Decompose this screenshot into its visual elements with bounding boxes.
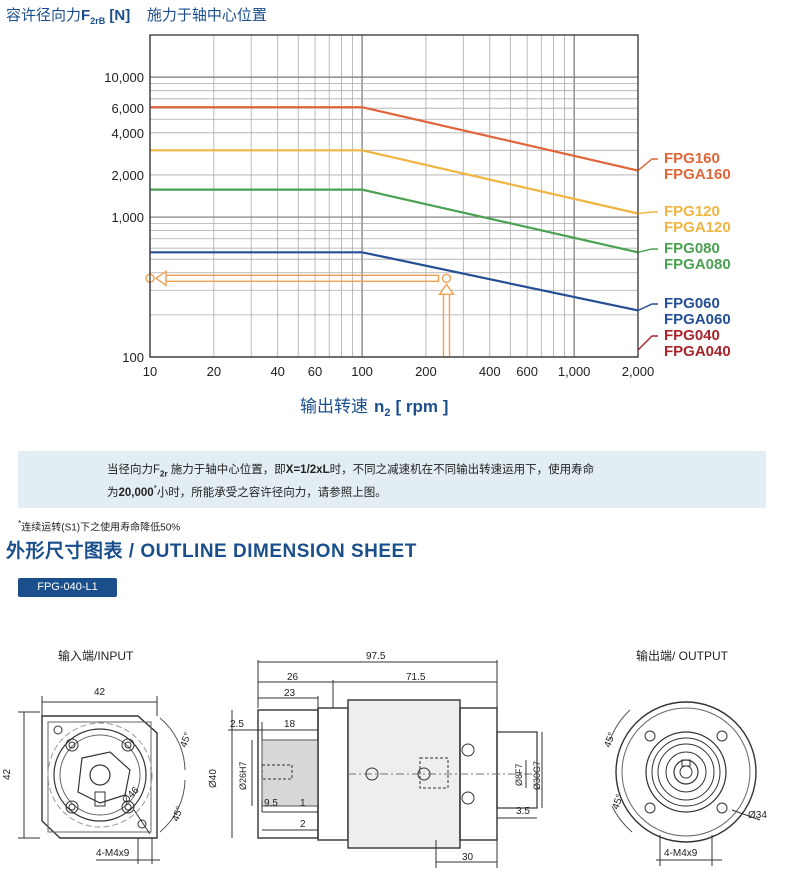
- arrow-head-up: [438, 283, 455, 296]
- dim-input-d46: Ø46: [120, 785, 141, 806]
- dim-output-45-a: 45°: [602, 731, 618, 749]
- x-tick-label: 2,000: [622, 364, 655, 379]
- dim-30: 30: [462, 852, 474, 863]
- arrow-point: [441, 273, 452, 284]
- dim-26: 26: [287, 672, 299, 683]
- arrow-shaft-left: [163, 274, 440, 283]
- y-tick-label: 2,000: [111, 168, 144, 183]
- chart-series: [150, 106, 639, 312]
- series-label-fpga080: FPGA080: [664, 256, 731, 273]
- y-tick-label: 4,000: [111, 126, 144, 141]
- series-line-fpg080: [150, 188, 639, 254]
- arrow-shaft-up: [442, 291, 451, 358]
- dim-d26h7: Ø26H7: [238, 761, 248, 790]
- note-box: [18, 451, 766, 508]
- dim-97-5: 97.5: [366, 651, 386, 662]
- series-label-fpg040: FPG040: [664, 327, 720, 344]
- x-tick-label: 100: [351, 364, 373, 379]
- dim-output-m4: 4-M4x9: [664, 848, 698, 859]
- section-title: 外形尺寸图表 / OUTLINE DIMENSION SHEET: [6, 541, 417, 562]
- x-tick-labels: 10 20 40 60 100 200 400 600 1,000 2,000: [143, 364, 655, 379]
- chart-title-symbol: F: [81, 7, 91, 24]
- y-tick-labels: 100 1,000 2,000 4,000 6,000 10,000: [104, 70, 144, 365]
- dim-output-d34: Ø34: [748, 810, 767, 821]
- series-label-fpga040: FPGA040: [664, 343, 731, 360]
- dim-d40: Ø40: [208, 769, 219, 788]
- output-view: [609, 701, 761, 866]
- chart-title-unit: [N]: [109, 7, 131, 24]
- series-label-fpg060: FPG060: [664, 295, 720, 312]
- dim-71-5: 71.5: [406, 672, 426, 683]
- output-view-label: 输出端/ OUTPUT: [636, 649, 728, 663]
- x-tick-label: 60: [308, 364, 322, 379]
- x-tick-label: 200: [415, 364, 437, 379]
- series-leader: [637, 158, 658, 172]
- dim-input-45-a: 45°: [178, 731, 194, 749]
- series-label-fpga120: FPGA120: [664, 219, 731, 236]
- x-tick-label: 600: [516, 364, 538, 379]
- arrow-head-left: [154, 269, 167, 287]
- series-leader: [637, 335, 658, 351]
- y-tick-label: 100: [122, 350, 144, 365]
- outline-drawing: 42 42 45° 45° Ø46 4-M4x9: [2, 651, 767, 868]
- series-leader: [637, 303, 658, 312]
- dim-input-42-top: 42: [94, 687, 106, 698]
- dim-input-42-side: 42: [2, 768, 13, 780]
- dim-3-5: 3.5: [516, 806, 530, 817]
- example-arrow: [145, 269, 455, 358]
- dim-d30g7: Ø30G7: [532, 761, 542, 790]
- series-leader: [637, 211, 658, 215]
- chart-title-prefix: 容许径向力: [6, 7, 82, 24]
- y-tick-label: 1,000: [111, 210, 144, 225]
- series-label-fpg080: FPG080: [664, 240, 720, 257]
- side-view: [228, 660, 543, 868]
- dim-output-45-b: 45°: [610, 793, 626, 811]
- x-tick-label: 400: [479, 364, 501, 379]
- input-view: [18, 696, 186, 864]
- x-axis-label: 输出转速 n2[ rpm ]: [300, 397, 448, 419]
- chart-title-subscript: 2rB: [90, 16, 106, 26]
- series-line-fpg120: [150, 149, 639, 215]
- note-line-1: 当径向力F2r 施力于轴中心位置，即X=1/2xL时，不同之减速机在不同输出转速…: [107, 464, 595, 479]
- dim-d8f7: Ø8F7: [514, 763, 524, 786]
- dim-2: 2: [300, 819, 306, 830]
- x-tick-label: 10: [143, 364, 157, 379]
- series-line-fpg160: [150, 106, 639, 172]
- y-tick-label: 10,000: [104, 70, 144, 85]
- dim-1: 1: [300, 798, 306, 809]
- chart-title: 容许径向力F2rB [N] 施力于轴中心位置: [6, 4, 267, 26]
- dim-18: 18: [284, 719, 296, 730]
- dim-2-5: 2.5: [230, 719, 244, 730]
- series-label-fpg120: FPG120: [664, 203, 720, 220]
- x-tick-label: 20: [207, 364, 221, 379]
- series-line-fpg060: [150, 251, 639, 312]
- series-label-fpg160: FPG160: [664, 150, 720, 167]
- x-tick-label: 40: [270, 364, 284, 379]
- input-view-label: 输入端/INPUT: [58, 649, 134, 663]
- footnote: *连续运转(S1)下之使用寿命降低50%: [18, 518, 181, 534]
- dim-input-m4: 4-M4x9: [96, 848, 130, 859]
- y-tick-label: 6,000: [111, 101, 144, 116]
- series-label-fpga060: FPGA060: [664, 311, 731, 328]
- plot-frame: [149, 34, 639, 358]
- series-label-fpga160: FPGA160: [664, 166, 731, 183]
- note-line-2: 为20,000*小时，所能承受之容许径向力，请参照上图。: [107, 484, 387, 499]
- dim-23: 23: [284, 688, 296, 699]
- model-tab[interactable]: FPG-040-L1: [18, 578, 117, 597]
- series-leader: [637, 248, 658, 253]
- chart-title-suffix: 施力于轴中心位置: [146, 7, 267, 24]
- dim-input-45-b: 45°: [170, 805, 186, 823]
- x-tick-label: 1,000: [558, 364, 591, 379]
- dim-9-5: 9.5: [264, 798, 278, 809]
